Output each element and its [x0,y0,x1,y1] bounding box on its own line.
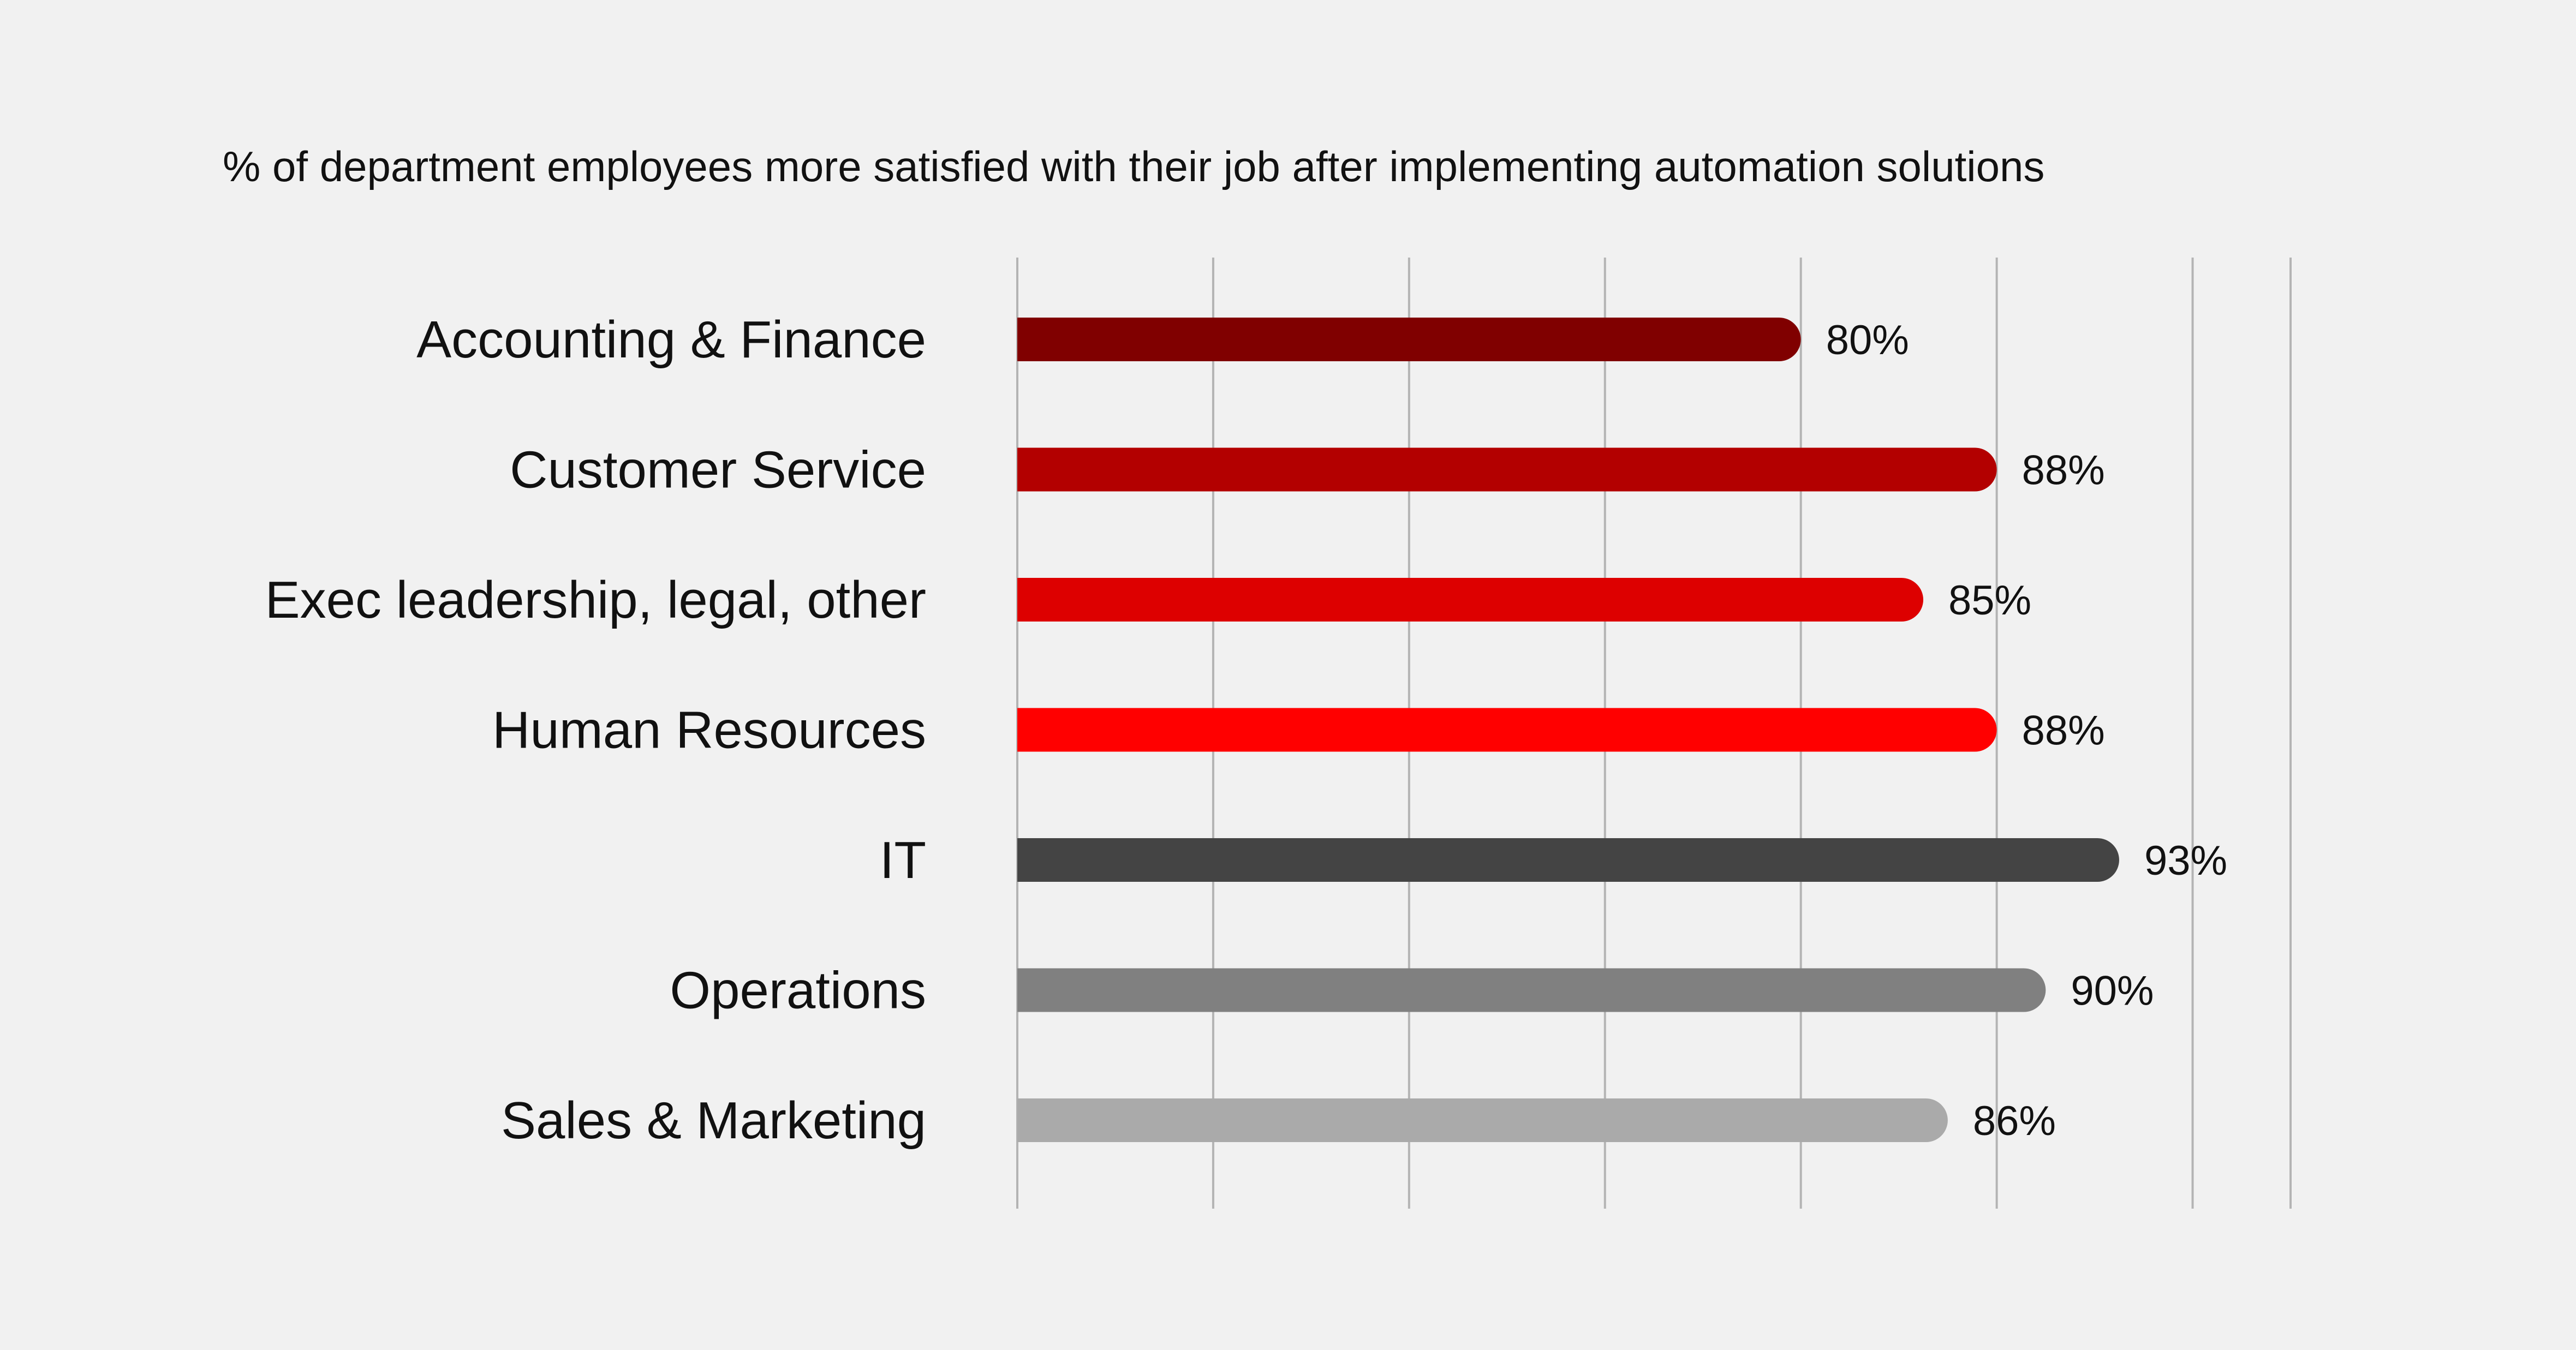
bar-3 [1017,578,1924,622]
value-label-2: 88% [2022,447,2105,494]
value-label-4: 88% [2022,708,2105,754]
category-label-6: Operations [670,961,926,1020]
value-label-6: 90% [2071,968,2154,1014]
value-label-1: 80% [1826,317,1909,363]
category-label-7: Sales & Marketing [501,1091,926,1150]
value-label-3: 85% [1948,577,2031,624]
bar-5 [1017,838,2119,882]
labels: Accounting & Finance 80% Customer Service 8… [265,310,2227,1150]
value-label-5: 93% [2144,838,2227,884]
value-label-7: 86% [1973,1098,2056,1144]
bar-1 [1017,318,1801,361]
bar-2 [1017,447,1997,492]
bars [1017,318,2119,1142]
category-label-4: Human Resources [492,701,926,760]
chart-title: % of department employees more satisfied… [223,142,2045,190]
bar-4 [1017,708,1997,752]
category-label-2: Customer Service [510,441,926,499]
bar-7 [1017,1098,1948,1142]
category-label-3: Exec leadership, legal, other [265,571,926,629]
bar-6 [1017,968,2046,1012]
category-label-5: IT [880,831,926,889]
category-label-1: Accounting & Finance [416,310,926,369]
